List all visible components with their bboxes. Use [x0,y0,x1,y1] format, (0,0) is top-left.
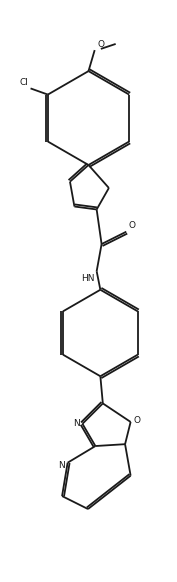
Text: N: N [73,419,80,428]
Text: HN: HN [81,274,94,283]
Text: O: O [97,40,104,49]
Text: O: O [129,222,136,230]
Text: O: O [133,416,140,425]
Text: N: N [58,462,65,470]
Text: Cl: Cl [19,78,28,87]
